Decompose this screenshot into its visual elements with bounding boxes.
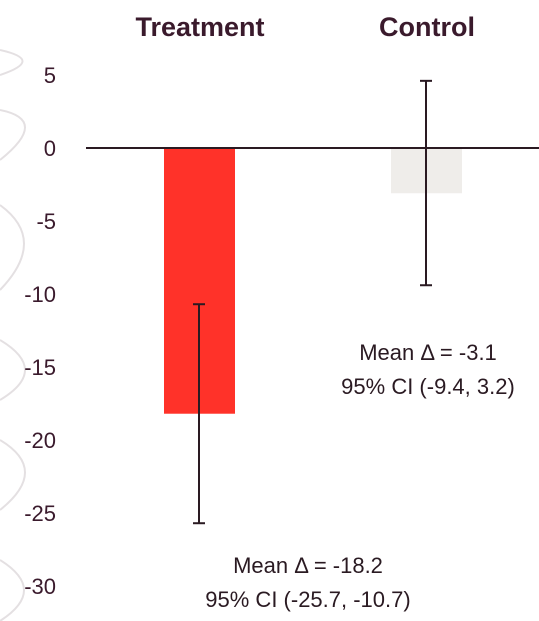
annotation-treatment-mean: Mean Δ = -18.2 — [233, 553, 383, 578]
y-tick-label: -30 — [24, 574, 56, 599]
y-tick-label: -25 — [24, 501, 56, 526]
annotation-control-ci: 95% CI (-9.4, 3.2) — [341, 374, 515, 399]
error-bar-control — [420, 79, 432, 287]
y-axis: 5 0 -5 -10 -15 -20 -25 -30 — [24, 63, 56, 599]
annotation-treatment-ci: 95% CI (-25.7, -10.7) — [205, 587, 410, 612]
y-tick-label: -5 — [36, 209, 56, 234]
y-tick-label: -20 — [24, 428, 56, 453]
annotation-control-mean: Mean Δ = -3.1 — [359, 340, 497, 365]
category-label-control: Control — [379, 12, 475, 42]
y-tick-label: -15 — [24, 355, 56, 380]
category-label-treatment: Treatment — [135, 12, 264, 42]
error-bar-treatment — [193, 303, 205, 525]
y-tick-label: -10 — [24, 282, 56, 307]
y-tick-label: 5 — [44, 63, 56, 88]
y-tick-label: 0 — [44, 136, 56, 161]
watermark — [0, 49, 26, 621]
